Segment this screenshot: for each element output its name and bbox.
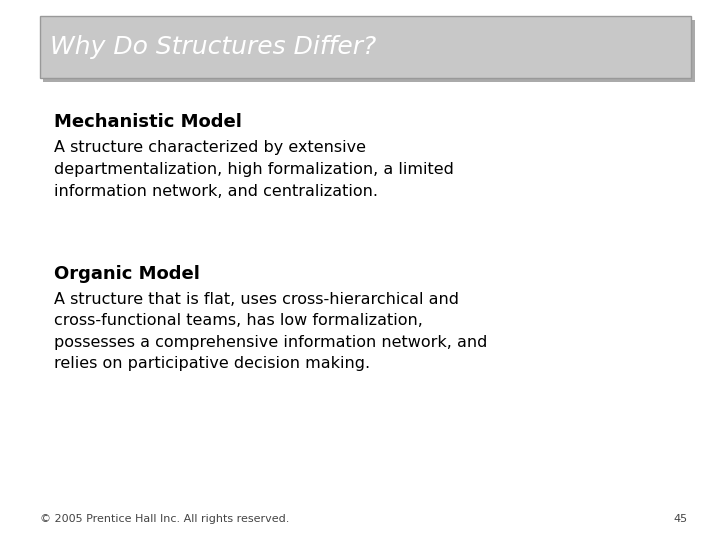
- Text: Organic Model: Organic Model: [54, 265, 200, 282]
- FancyBboxPatch shape: [43, 20, 695, 82]
- Text: © 2005 Prentice Hall Inc. All rights reserved.: © 2005 Prentice Hall Inc. All rights res…: [40, 514, 289, 524]
- Text: A structure that is flat, uses cross-hierarchical and
cross-functional teams, ha: A structure that is flat, uses cross-hie…: [54, 292, 487, 372]
- Text: Mechanistic Model: Mechanistic Model: [54, 113, 242, 131]
- Text: A structure characterized by extensive
departmentalization, high formalization, : A structure characterized by extensive d…: [54, 140, 454, 199]
- FancyBboxPatch shape: [40, 16, 691, 78]
- Text: Why Do Structures Differ?: Why Do Structures Differ?: [50, 35, 377, 59]
- Text: 45: 45: [673, 514, 688, 524]
